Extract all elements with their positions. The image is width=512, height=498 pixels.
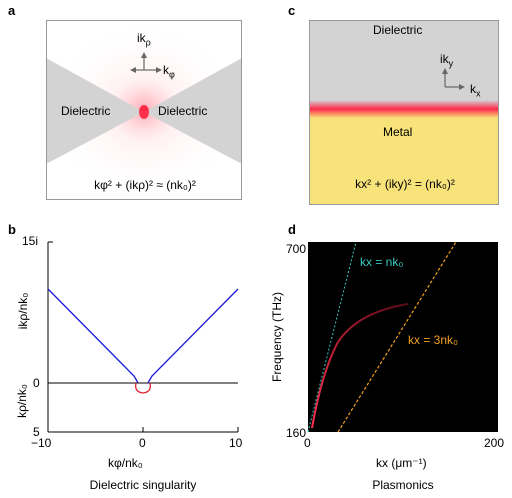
panel-b-chart xyxy=(47,241,239,433)
panel-b-ylabel-top: ikρ/nk₀ xyxy=(16,292,31,330)
dielectric-wedge-left xyxy=(46,58,144,164)
panel-b-caption: Dielectric singularity xyxy=(89,478,197,492)
panel-d-xtick-right: 200 xyxy=(484,436,505,450)
panel-d-line2-label: kx = 3nk₀ xyxy=(408,333,459,347)
panel-c-equation: kx² + (iky)² = (nk₀)² xyxy=(355,177,455,191)
panel-d-xlabel: kx (μm⁻¹) xyxy=(376,456,427,470)
imaginary-branch-curve xyxy=(47,288,239,384)
panel-b-ytick-bottom: 5 xyxy=(33,425,40,439)
panel-a-dielectric-left: Dielectric xyxy=(61,104,111,118)
panel-c-axis-up-label: iky xyxy=(440,52,454,69)
panel-d-ytick-top: 700 xyxy=(286,242,307,256)
panel-a-axis-up-label: ikρ xyxy=(137,31,151,48)
panel-b-xtick-mid: 0 xyxy=(139,436,146,450)
panel-c-metal-label: Metal xyxy=(383,125,413,139)
panel-d-caption: Plasmonics xyxy=(372,478,434,492)
panel-c-diagram xyxy=(309,20,499,205)
panel-b-xlabel: kφ/nk₀ xyxy=(108,456,143,470)
singularity-glow xyxy=(139,105,149,119)
panel-b-xtick-left: −10 xyxy=(31,436,52,450)
dispersion-background xyxy=(308,242,498,432)
panel-d-xtick-left: 0 xyxy=(304,436,311,450)
panel-c-axis-right-label: kx xyxy=(470,82,481,99)
panel-label-a: a xyxy=(8,3,16,18)
panel-d-chart xyxy=(307,241,498,433)
panel-a-dielectric-right: Dielectric xyxy=(158,104,208,118)
panel-label-c: c xyxy=(288,3,296,18)
panel-d-ytick-bottom: 160 xyxy=(286,426,307,440)
light-line-n xyxy=(307,241,357,433)
panel-d-line1-label: kx = nk₀ xyxy=(360,255,404,269)
panel-a-equation: kφ² + (ikρ)² ≈ (nk₀)² xyxy=(94,178,196,192)
panel-d-ylabel: Frequency (THz) xyxy=(270,291,285,383)
plasmon-dispersion-curve xyxy=(311,303,409,429)
panel-b-ylabel-bottom: kρ/nk₀ xyxy=(14,384,29,418)
panel-c-dielectric-label: Dielectric xyxy=(373,23,423,37)
panel-label-b: b xyxy=(8,222,16,237)
real-branch-curve xyxy=(135,382,151,394)
plasmon-glow xyxy=(309,100,499,118)
metal-region xyxy=(309,110,499,205)
panel-b-xtick-right: 10 xyxy=(229,436,243,450)
dielectric-wedge-right xyxy=(144,58,242,164)
panel-label-d: d xyxy=(288,222,296,237)
dielectric-region xyxy=(309,20,499,110)
panel-b-ytick-zero: 0 xyxy=(33,376,40,390)
panel-b-ytick-top: 15i xyxy=(22,234,39,248)
light-line-3n xyxy=(337,241,457,433)
panel-a-diagram xyxy=(46,20,242,200)
panel-a-axis-right-label: kφ xyxy=(163,63,175,80)
